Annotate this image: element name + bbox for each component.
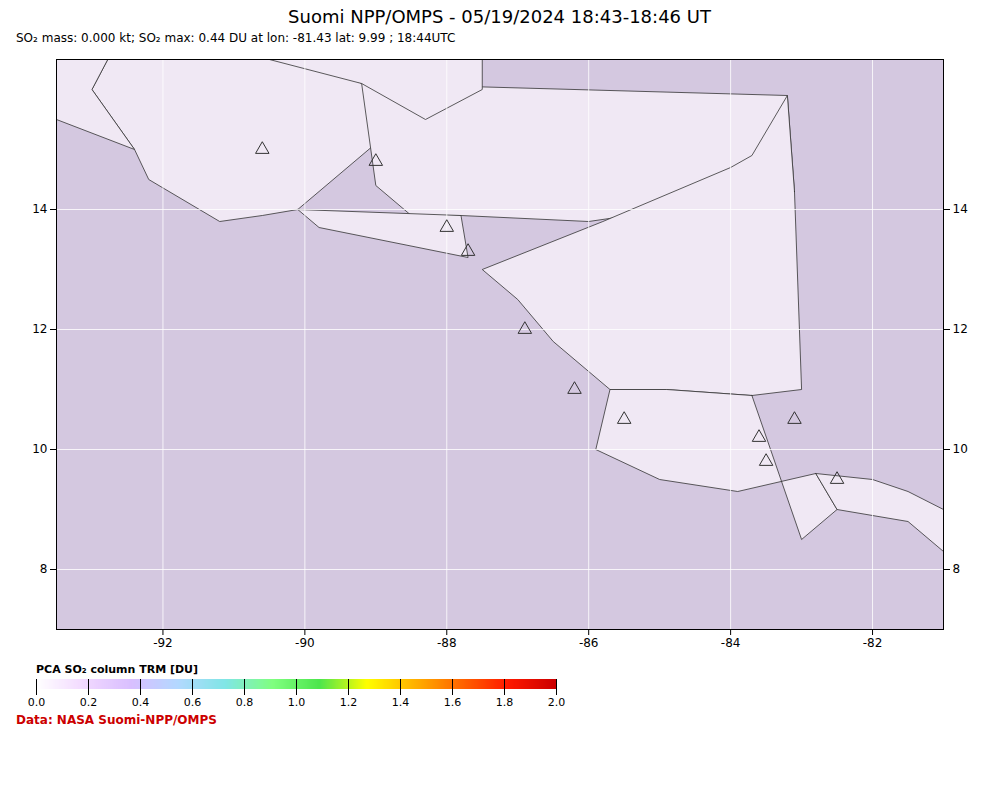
svg-text:0.4: 0.4 bbox=[132, 696, 150, 709]
svg-text:1.4: 1.4 bbox=[392, 696, 410, 709]
svg-text:1.8: 1.8 bbox=[496, 696, 514, 709]
svg-text:-92: -92 bbox=[153, 636, 173, 650]
svg-text:0.8: 0.8 bbox=[236, 696, 254, 709]
html-text:Suomi NPP/OMPS - 05/19/2024 18: Suomi NPP/OMPS - 05/19/2024 18:43-18:46 … bbox=[288, 6, 711, 27]
html-text:Data: NASA Suomi-NPP/OMPS: Data: NASA Suomi-NPP/OMPS bbox=[16, 713, 217, 727]
svg-text:-90: -90 bbox=[295, 636, 315, 650]
svg-text:14: 14 bbox=[32, 202, 47, 216]
svg-text:PCA SO₂ column TRM [DU]: PCA SO₂ column TRM [DU] bbox=[36, 663, 198, 676]
svg-text:8: 8 bbox=[953, 562, 961, 576]
html-text:SO₂ mass: 0.000 kt; SO₂ max: 0: SO₂ mass: 0.000 kt; SO₂ max: 0.44 DU at … bbox=[16, 31, 456, 45]
svg-text:12: 12 bbox=[953, 322, 968, 336]
svg-text:-86: -86 bbox=[579, 636, 599, 650]
svg-text:-84: -84 bbox=[721, 636, 741, 650]
svg-text:1.2: 1.2 bbox=[340, 696, 358, 709]
svg-text:10: 10 bbox=[953, 442, 968, 456]
svg-text:2.0: 2.0 bbox=[548, 696, 566, 709]
svg-text:10: 10 bbox=[32, 442, 47, 456]
svg-text:-88: -88 bbox=[437, 636, 457, 650]
svg-text:14: 14 bbox=[953, 202, 968, 216]
svg-text:0.2: 0.2 bbox=[80, 696, 98, 709]
svg-text:0.0: 0.0 bbox=[28, 696, 46, 709]
svg-text:0.6: 0.6 bbox=[184, 696, 202, 709]
svg-text:1.0: 1.0 bbox=[288, 696, 306, 709]
svg-text:12: 12 bbox=[32, 322, 47, 336]
svg-text:-82: -82 bbox=[863, 636, 883, 650]
svg-text:8: 8 bbox=[40, 562, 48, 576]
svg-text:1.6: 1.6 bbox=[444, 696, 462, 709]
